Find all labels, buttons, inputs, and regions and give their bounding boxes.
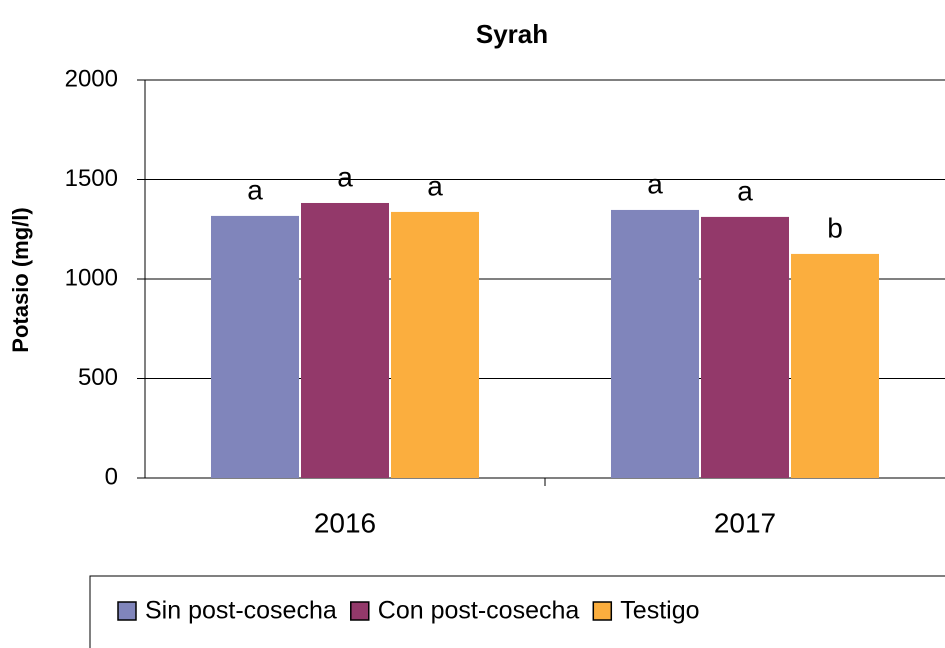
legend-box: [89, 575, 945, 648]
bar: [611, 209, 699, 478]
y-tick-label: 2000: [65, 65, 118, 92]
bar: [701, 216, 789, 479]
bar: [211, 215, 299, 479]
bar-letter: a: [647, 168, 663, 199]
bar-letter: a: [427, 170, 443, 201]
legend-label: Testigo: [620, 597, 699, 625]
legend-swatch: [592, 601, 613, 621]
legend-label: Con post-cosecha: [378, 597, 580, 625]
x-tick-label: 2016: [314, 507, 376, 538]
legend-swatch: [350, 601, 370, 621]
bar-letter: b: [827, 212, 843, 243]
bar: [791, 253, 879, 478]
y-axis-label: Potasio (mg/l): [8, 207, 33, 352]
bar-letter: a: [737, 175, 753, 206]
bar-letter: a: [337, 161, 353, 192]
y-tick-label: 0: [105, 463, 118, 490]
bar: [391, 211, 479, 478]
y-tick-label: 1000: [65, 264, 118, 291]
legend-swatch: [117, 601, 137, 621]
x-tick-label: 2017: [714, 507, 776, 538]
legend-label: Sin post-cosecha: [145, 597, 337, 625]
bar-letter: a: [247, 174, 263, 205]
chart-title: Syrah: [476, 19, 548, 49]
bar: [301, 202, 389, 478]
y-tick-label: 500: [78, 364, 118, 391]
y-tick-label: 1500: [65, 165, 118, 192]
